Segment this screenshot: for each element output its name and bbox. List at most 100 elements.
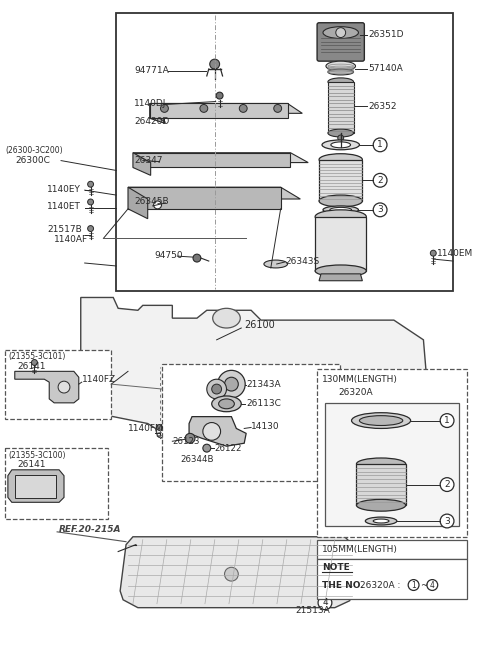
Circle shape xyxy=(216,92,223,99)
Circle shape xyxy=(427,579,438,591)
Text: 2: 2 xyxy=(377,176,383,185)
Ellipse shape xyxy=(357,458,406,470)
Circle shape xyxy=(225,377,238,391)
Text: 26300C: 26300C xyxy=(16,156,50,165)
Text: 26343S: 26343S xyxy=(286,256,320,265)
Circle shape xyxy=(440,514,454,528)
Circle shape xyxy=(193,254,201,262)
Text: 57140A: 57140A xyxy=(368,64,403,72)
Circle shape xyxy=(338,135,344,141)
Ellipse shape xyxy=(323,206,359,214)
Circle shape xyxy=(440,414,454,428)
Circle shape xyxy=(373,203,387,217)
Ellipse shape xyxy=(264,260,288,268)
Polygon shape xyxy=(133,152,308,162)
Text: 2: 2 xyxy=(444,480,450,489)
Text: 26122: 26122 xyxy=(215,443,242,453)
Text: 21513A: 21513A xyxy=(295,606,330,615)
Bar xyxy=(116,13,453,290)
Ellipse shape xyxy=(357,499,406,511)
Text: 1140DJ: 1140DJ xyxy=(134,99,166,108)
Text: 26141: 26141 xyxy=(18,362,46,371)
Circle shape xyxy=(373,138,387,152)
Text: 105MM(LENGTH): 105MM(LENGTH) xyxy=(322,545,398,554)
Text: 26100: 26100 xyxy=(244,320,275,330)
Bar xyxy=(317,539,467,559)
Text: 94750: 94750 xyxy=(155,250,183,260)
Ellipse shape xyxy=(322,140,360,150)
Ellipse shape xyxy=(330,208,351,212)
Text: 26347: 26347 xyxy=(134,156,162,165)
Bar xyxy=(325,403,459,526)
Circle shape xyxy=(408,579,419,591)
Polygon shape xyxy=(150,104,288,118)
Circle shape xyxy=(203,422,221,440)
Bar xyxy=(163,365,340,481)
Circle shape xyxy=(373,173,387,187)
Text: 26320A :: 26320A : xyxy=(360,581,404,589)
Text: 26345B: 26345B xyxy=(134,198,168,206)
Ellipse shape xyxy=(373,519,389,523)
Polygon shape xyxy=(15,371,79,403)
Text: NOTE: NOTE xyxy=(322,563,350,572)
Bar xyxy=(5,350,111,419)
Text: 1: 1 xyxy=(411,581,416,589)
Text: 26420D: 26420D xyxy=(134,117,169,125)
Bar xyxy=(315,217,366,271)
Bar xyxy=(357,464,406,505)
Text: 3: 3 xyxy=(444,516,450,526)
Text: ~: ~ xyxy=(420,581,428,589)
Circle shape xyxy=(336,28,346,37)
Text: (21355-3C101): (21355-3C101) xyxy=(8,352,65,361)
Text: 21343A: 21343A xyxy=(246,380,281,389)
Circle shape xyxy=(88,199,94,205)
Ellipse shape xyxy=(323,27,359,39)
Text: 26113C: 26113C xyxy=(246,399,281,409)
Text: 1140ET: 1140ET xyxy=(47,202,81,212)
Text: 26320A: 26320A xyxy=(339,388,373,397)
Polygon shape xyxy=(319,274,362,281)
Ellipse shape xyxy=(328,129,353,137)
Text: 26352: 26352 xyxy=(368,102,397,111)
Polygon shape xyxy=(128,187,281,209)
Ellipse shape xyxy=(328,78,353,86)
Bar xyxy=(317,559,467,599)
Ellipse shape xyxy=(218,399,234,409)
Text: 130MM(LENGTH): 130MM(LENGTH) xyxy=(322,374,398,384)
Text: 26123: 26123 xyxy=(172,437,200,445)
Circle shape xyxy=(88,225,94,231)
Ellipse shape xyxy=(328,69,353,75)
Circle shape xyxy=(185,434,195,443)
Circle shape xyxy=(32,359,37,365)
Polygon shape xyxy=(128,187,300,199)
Text: 26141: 26141 xyxy=(18,461,46,469)
Ellipse shape xyxy=(326,61,356,71)
Ellipse shape xyxy=(351,413,410,428)
Text: 1140FZ: 1140FZ xyxy=(82,374,116,384)
FancyBboxPatch shape xyxy=(317,23,364,61)
Circle shape xyxy=(318,596,332,610)
Ellipse shape xyxy=(331,142,350,148)
Text: THE NO.: THE NO. xyxy=(322,581,364,589)
Circle shape xyxy=(207,379,227,399)
Text: 26351D: 26351D xyxy=(368,30,404,39)
Text: 1140EY: 1140EY xyxy=(47,185,81,194)
Bar xyxy=(15,475,56,499)
Polygon shape xyxy=(150,104,302,114)
Circle shape xyxy=(274,104,282,112)
Text: 3: 3 xyxy=(377,206,383,214)
Text: 1: 1 xyxy=(444,416,450,425)
Text: 21517B: 21517B xyxy=(47,225,82,234)
Circle shape xyxy=(154,201,161,209)
Circle shape xyxy=(88,181,94,187)
Circle shape xyxy=(210,59,219,69)
Circle shape xyxy=(156,424,163,430)
Ellipse shape xyxy=(319,154,362,166)
Text: 1140EM: 1140EM xyxy=(437,248,473,258)
Circle shape xyxy=(440,478,454,491)
Circle shape xyxy=(212,384,222,394)
Polygon shape xyxy=(120,537,355,608)
Ellipse shape xyxy=(315,210,366,223)
Bar xyxy=(317,369,467,537)
Ellipse shape xyxy=(319,195,362,207)
